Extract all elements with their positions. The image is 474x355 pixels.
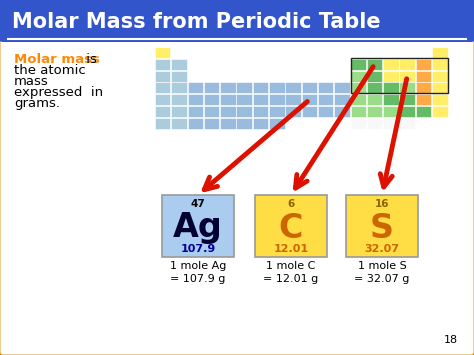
Bar [188,118,203,129]
Bar [383,82,399,93]
Bar [301,94,317,105]
Text: 12.01: 12.01 [273,244,309,254]
Bar [334,94,350,105]
Bar [318,82,334,93]
Bar [285,82,301,93]
Bar [400,94,415,105]
Bar [285,106,301,117]
Bar [367,106,383,117]
Bar [383,59,399,70]
Bar [220,106,236,117]
Bar [253,106,268,117]
Bar [162,195,234,257]
Bar [269,118,284,129]
Text: 18: 18 [444,335,458,345]
Bar [237,82,252,93]
Bar [269,106,284,117]
Bar [237,118,252,129]
Bar [367,71,383,82]
Bar [383,106,399,117]
Text: expressed  in: expressed in [14,86,103,99]
Text: 1 mole Ag
= 107.9 g: 1 mole Ag = 107.9 g [170,261,226,284]
Bar [155,71,171,82]
Bar [383,71,399,82]
Bar [383,118,399,129]
Text: S: S [370,212,394,245]
Bar [204,82,219,93]
Bar [269,94,284,105]
Bar [318,106,334,117]
Bar [188,106,203,117]
Text: 16: 16 [375,199,389,209]
Bar [204,94,219,105]
Bar [416,59,431,70]
Bar [171,94,187,105]
Bar [351,118,366,129]
Text: is: is [82,53,97,66]
Bar [204,118,219,129]
Bar [155,94,171,105]
Text: 1 mole S
= 32.07 g: 1 mole S = 32.07 g [354,261,410,284]
Bar [334,82,350,93]
Bar [367,59,383,70]
Bar [253,94,268,105]
Bar [237,106,252,117]
Bar [351,58,447,93]
Text: 107.9: 107.9 [181,244,216,254]
Bar [3,22,471,37]
Bar [400,118,415,129]
Bar [255,195,327,257]
Bar [318,94,334,105]
Bar [400,82,415,93]
Bar [416,82,431,93]
Bar [367,94,383,105]
Bar [188,82,203,93]
Bar [432,59,447,70]
Bar [416,71,431,82]
Bar [237,94,252,105]
Text: grams.: grams. [14,97,60,110]
Bar [432,94,447,105]
Bar [155,118,171,129]
Text: C: C [279,212,303,245]
Bar [432,106,447,117]
Text: 47: 47 [191,199,205,209]
FancyBboxPatch shape [0,0,474,42]
Bar [301,106,317,117]
Bar [155,106,171,117]
Bar [351,71,366,82]
Bar [367,118,383,129]
Bar [416,94,431,105]
Text: mass: mass [14,75,49,88]
Bar [400,71,415,82]
Bar [220,94,236,105]
Bar [171,59,187,70]
Bar [155,59,171,70]
Bar [416,106,431,117]
Bar [155,47,171,58]
Bar [253,82,268,93]
Bar [400,59,415,70]
Bar [220,118,236,129]
Text: 1 mole C
= 12.01 g: 1 mole C = 12.01 g [264,261,319,284]
Bar [188,94,203,105]
Bar [432,47,447,58]
Bar [155,82,171,93]
Text: Molar Mass from Periodic Table: Molar Mass from Periodic Table [12,12,381,32]
Bar [351,94,366,105]
Bar [171,71,187,82]
Bar [367,82,383,93]
Bar [204,106,219,117]
Text: 32.07: 32.07 [365,244,400,254]
Bar [432,82,447,93]
Text: the atomic: the atomic [14,64,86,77]
Bar [346,195,418,257]
Text: Ag: Ag [173,212,223,245]
Bar [171,118,187,129]
Bar [400,106,415,117]
Text: 6: 6 [287,199,295,209]
Bar [253,118,268,129]
Bar [351,82,366,93]
Text: Molar mass: Molar mass [14,53,100,66]
